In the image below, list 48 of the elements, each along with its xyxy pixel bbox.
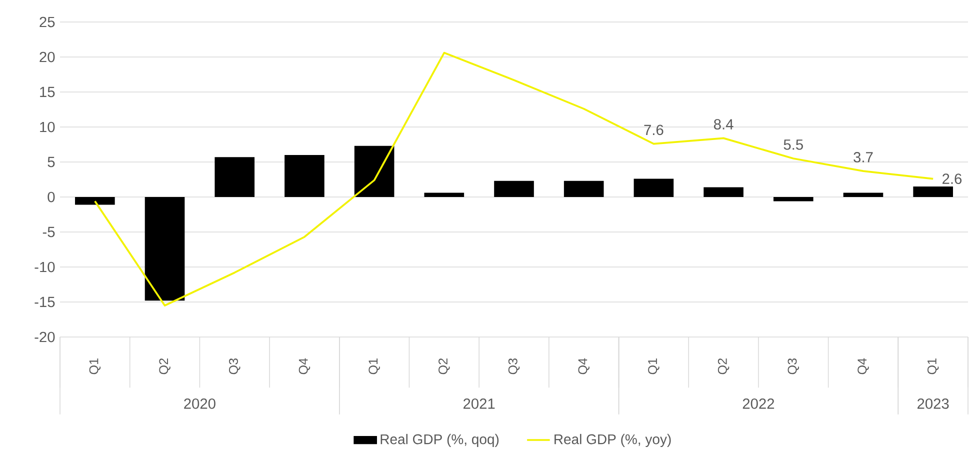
bar: [75, 197, 115, 205]
x-tick-label: Q1: [648, 358, 660, 374]
bar: [284, 155, 324, 197]
x-tick-label: Q3: [508, 358, 520, 374]
x-tick-label: Q4: [858, 358, 869, 374]
legend-label: Real GDP (%, yoy): [554, 434, 671, 447]
y-tick-label: -20: [34, 332, 55, 342]
bar: [843, 192, 884, 197]
data-label: 3.7: [854, 152, 873, 162]
y-tick-label: 5: [48, 156, 55, 168]
y-tick-label: 25: [40, 16, 55, 28]
text: 2022: [742, 398, 774, 409]
text: 2023: [918, 398, 949, 409]
y-tick-label: -10: [34, 262, 55, 272]
x-tick-label: Q4: [578, 358, 590, 374]
x-tick-label: Q1: [89, 358, 101, 374]
x-tick-label: Q4: [298, 358, 310, 374]
data-label: 8.4: [714, 119, 734, 130]
bar: [634, 178, 674, 197]
y-tick-label: 15: [40, 86, 55, 98]
line-series: [94, 52, 934, 306]
y-tick-label: 0: [48, 192, 55, 202]
bar: [913, 186, 953, 197]
x-tick-label: Q2: [718, 358, 730, 374]
bar: [704, 187, 744, 197]
legend-label: Real GDP (%, qoq): [380, 434, 499, 447]
x-tick-label: Q1: [368, 358, 380, 374]
bar: [773, 197, 814, 202]
x-tick-label: Q1: [927, 358, 939, 374]
bar: [214, 157, 255, 197]
bar: [424, 192, 464, 197]
bar: [494, 180, 534, 197]
data-label: 7.6: [644, 124, 664, 136]
bar: [144, 197, 185, 301]
y-tick-label: 10: [40, 122, 55, 132]
bar: [564, 180, 604, 197]
data-label: 2.6: [942, 174, 962, 184]
text: 2020: [184, 398, 216, 409]
y-tick-label: -5: [42, 226, 55, 238]
y-tick-label: 20: [40, 52, 55, 62]
data-label: 5.5: [784, 140, 803, 150]
y-tick-label: -15: [34, 296, 55, 308]
bar: [354, 146, 394, 197]
x-tick-label: Q2: [159, 358, 170, 374]
text: 2021: [464, 398, 495, 409]
x-tick-label: Q2: [438, 358, 450, 374]
x-tick-label: Q3: [788, 358, 800, 374]
x-tick-label: Q3: [229, 358, 240, 374]
